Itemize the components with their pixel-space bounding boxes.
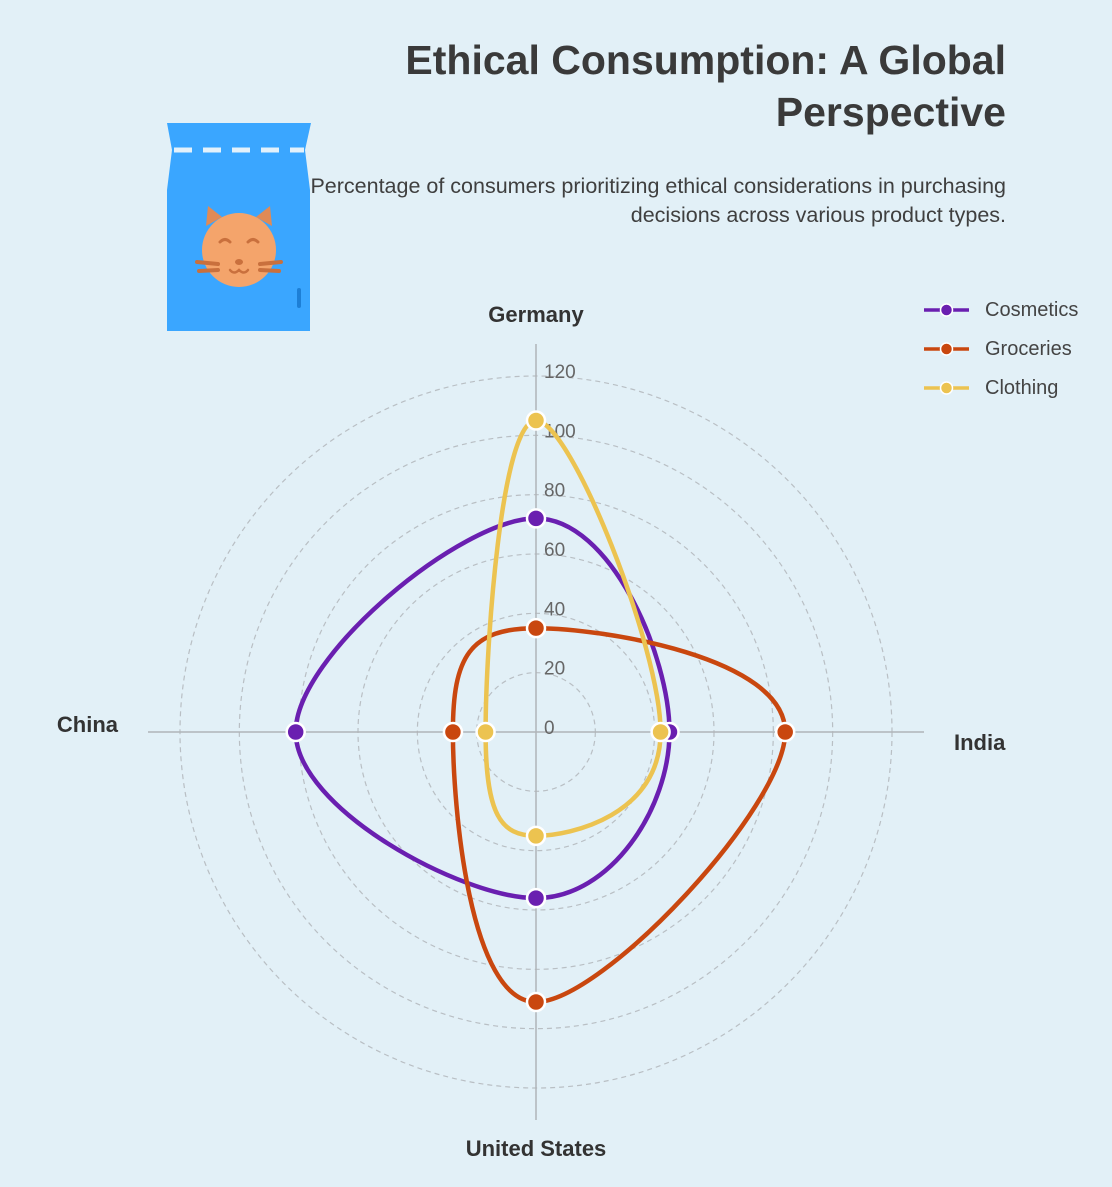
legend-marker-cosmetics: [939, 303, 954, 317]
data-point-cosmetics: [525, 887, 547, 909]
cat-food-bag-icon: [167, 123, 311, 331]
tick-label: 20: [544, 659, 565, 680]
tick-label: 80: [544, 481, 565, 502]
data-point-cosmetics: [285, 721, 306, 743]
tick-label: 0: [544, 718, 555, 739]
series-line-groceries: [450, 625, 788, 1005]
legend-label-groceries: Groceries: [985, 338, 1072, 360]
legend-marker-clothing: [939, 381, 954, 395]
legend-marker-groceries: [939, 342, 954, 356]
data-point-groceries: [774, 721, 796, 743]
data-point-groceries: [525, 617, 547, 639]
chart-title: Ethical Consumption: A Global Perspectiv…: [405, 37, 1006, 135]
tick-label: 40: [544, 599, 565, 620]
tick-label: 100: [544, 421, 576, 442]
axis-label-india: India: [954, 730, 1006, 755]
series-line-cosmetics: [293, 516, 672, 901]
legend-label-cosmetics: Cosmetics: [985, 299, 1078, 321]
legend-label-clothing: Clothing: [985, 377, 1058, 399]
axis-label-united-states: United States: [466, 1136, 607, 1161]
chart-subtitle: Percentage of consumers prioritizing eth…: [310, 174, 1006, 227]
axis-label-china: China: [57, 712, 119, 737]
data-point-cosmetics: [525, 508, 547, 529]
data-point-groceries: [525, 991, 547, 1013]
data-point-clothing: [650, 721, 671, 743]
data-point-clothing: [475, 721, 496, 743]
axis-label-germany: Germany: [488, 302, 584, 327]
data-point-clothing: [525, 410, 547, 431]
data-point-clothing: [525, 825, 547, 847]
data-point-groceries: [442, 721, 464, 743]
tick-label: 60: [544, 540, 565, 561]
tick-label: 120: [544, 362, 576, 383]
